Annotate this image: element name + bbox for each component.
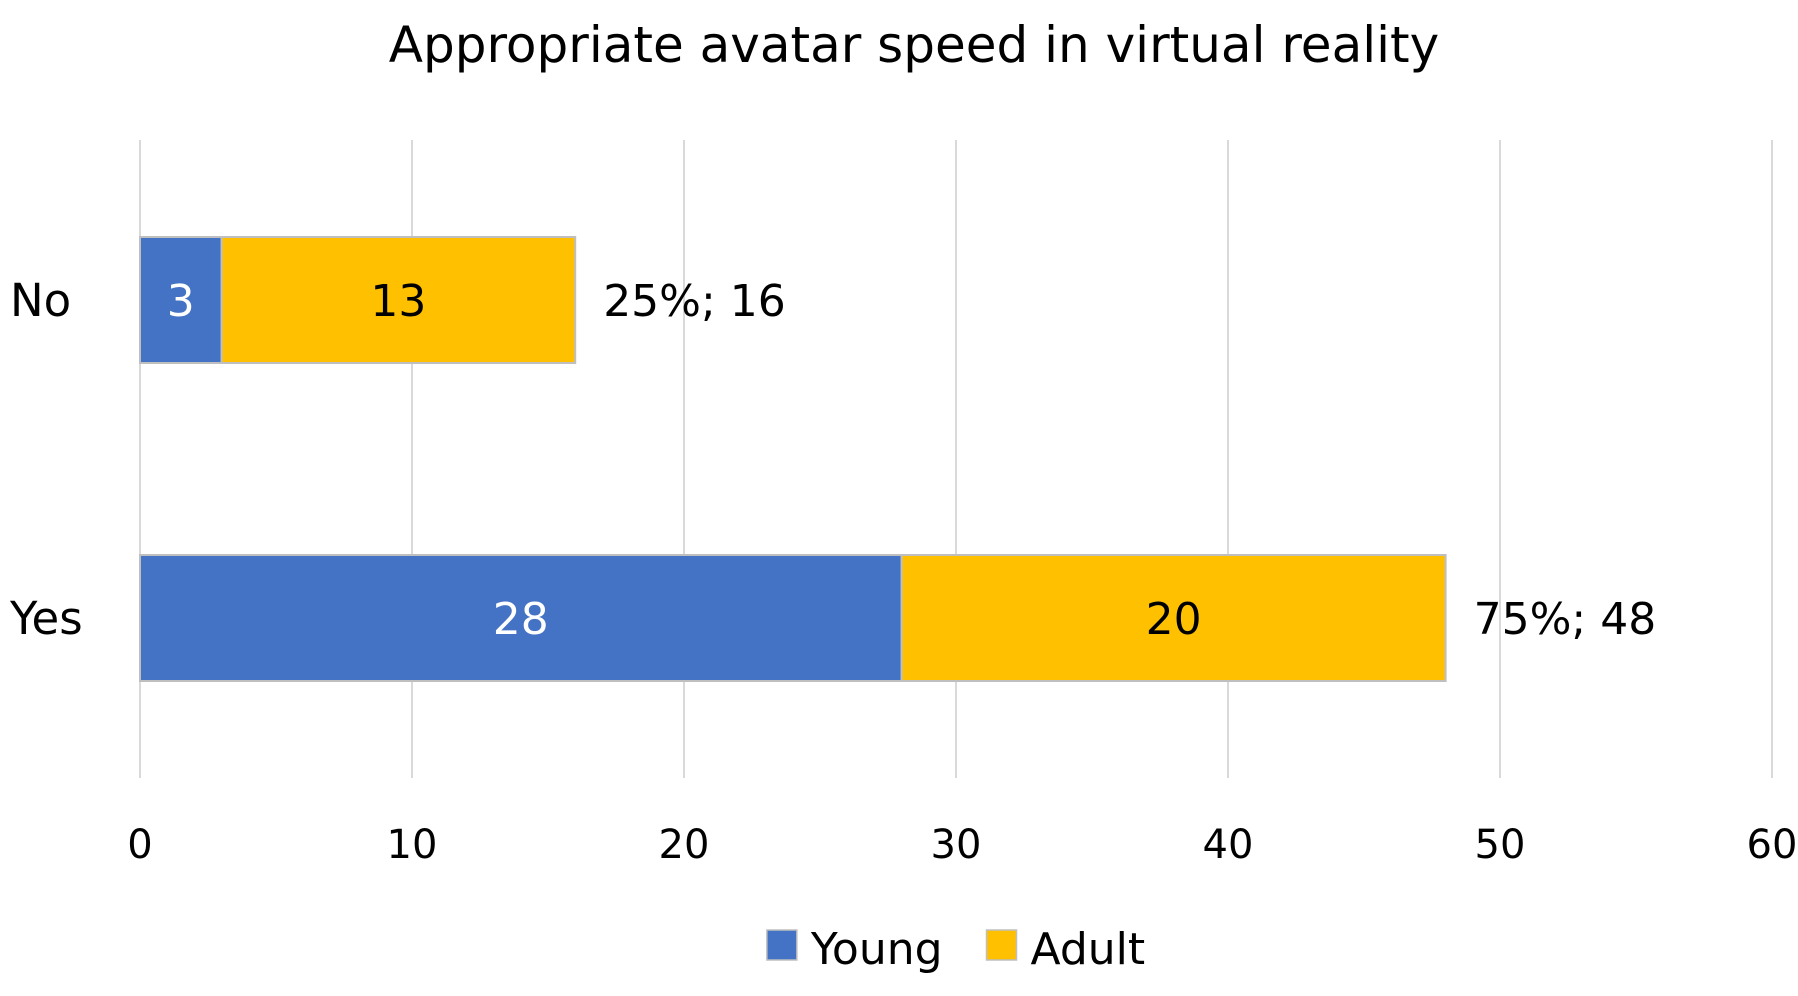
total-label: 75%; 48 — [1474, 594, 1657, 645]
gridlines — [139, 140, 1773, 778]
legend-item: Young — [766, 924, 943, 975]
bar-segment-adult — [900, 554, 1447, 682]
category-label: Yes — [9, 592, 83, 645]
bars: No 3 13 25%; 16 Yes 28 20 75%; 48 — [9, 236, 1657, 682]
legend-item: Adult — [985, 924, 1146, 975]
bar-segment-young — [139, 554, 903, 682]
x-tick-label: 60 — [1747, 822, 1798, 868]
x-tick-label: 50 — [1475, 822, 1526, 868]
bar-value-label: 3 — [167, 276, 195, 327]
bar-value-label: 28 — [493, 594, 549, 645]
x-tick-label: 0 — [127, 822, 152, 868]
legend: Young Adult — [766, 924, 1146, 975]
chart-title: Appropriate avatar speed in virtual real… — [389, 16, 1439, 74]
legend-label: Adult — [1031, 924, 1146, 975]
total-label: 25%; 16 — [603, 276, 786, 327]
legend-swatch — [985, 929, 1018, 961]
x-tick-label: 10 — [387, 822, 438, 868]
x-axis-ticks: 0 10 20 30 40 50 60 — [127, 822, 1797, 868]
legend-label: Young — [810, 924, 943, 975]
legend-swatch — [766, 929, 798, 961]
bar-segment-adult — [220, 236, 577, 364]
bar-value-label: 13 — [370, 276, 426, 327]
x-tick-label: 40 — [1203, 822, 1254, 868]
category-label: No — [10, 274, 71, 327]
x-tick-label: 30 — [931, 822, 982, 868]
bar-value-label: 20 — [1146, 594, 1202, 645]
x-tick-label: 20 — [659, 822, 710, 868]
bar-segment-young — [139, 236, 223, 364]
